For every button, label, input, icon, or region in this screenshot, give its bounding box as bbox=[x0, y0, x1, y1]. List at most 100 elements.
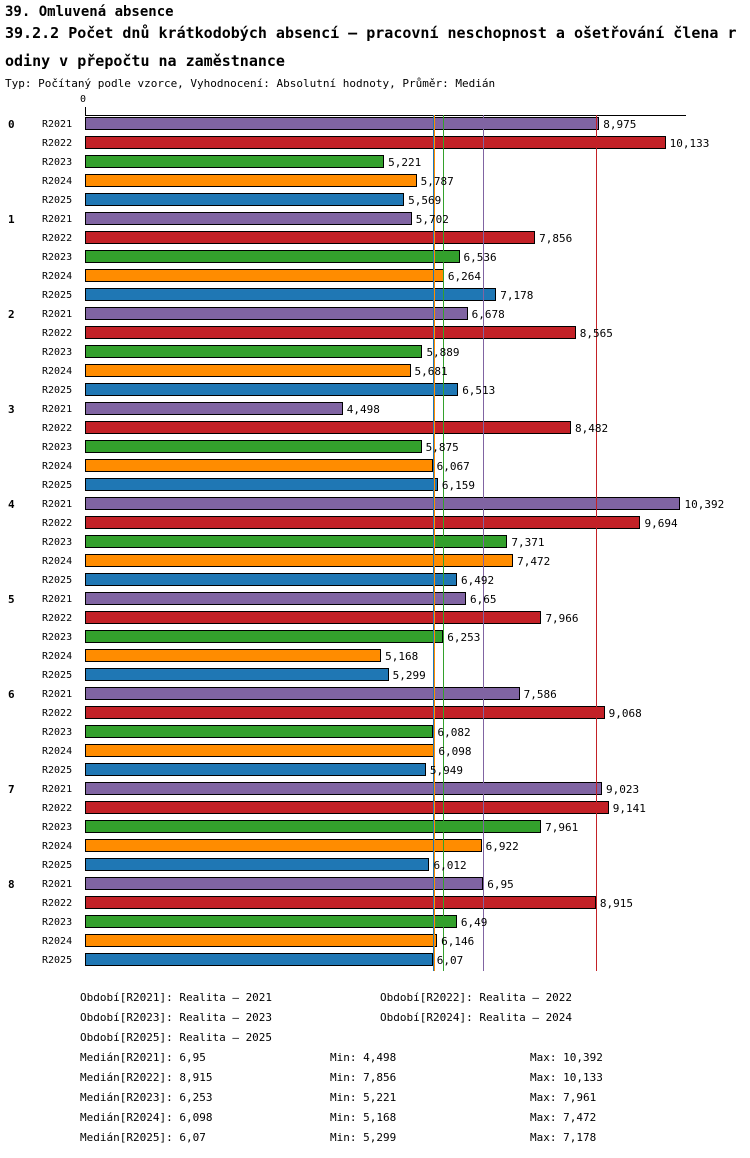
stat-median-r2022: Medián[R2022]: 8,915 bbox=[80, 1071, 213, 1084]
legend-item-r2021: Období[R2021]: Realita – 2021 bbox=[80, 991, 273, 1004]
bar-row: R2023 7,371 bbox=[0, 533, 750, 552]
bar-r2021-group-7 bbox=[85, 782, 603, 795]
series-label: R2023 bbox=[42, 537, 73, 548]
value-label: 10,133 bbox=[669, 137, 710, 150]
bar-r2025-group-6 bbox=[85, 763, 426, 776]
series-label: R2023 bbox=[42, 632, 73, 643]
series-label: R2025 bbox=[42, 765, 73, 776]
bar-row: R2025 5,949 bbox=[0, 761, 750, 780]
bar-r2022-group-2 bbox=[85, 326, 576, 339]
bar-row: R2025 6,513 bbox=[0, 381, 750, 400]
series-label: R2021 bbox=[42, 594, 73, 605]
bar-row: R2022 7,856 bbox=[0, 229, 750, 248]
bar-row: R2024 6,098 bbox=[0, 742, 750, 761]
value-label: 6,07 bbox=[436, 954, 464, 967]
bar-r2023-group-2 bbox=[85, 345, 423, 358]
group-label: 0 bbox=[8, 118, 15, 131]
bar-row: 2 R2021 6,678 bbox=[0, 305, 750, 324]
group-label: 7 bbox=[8, 783, 15, 796]
series-label: R2024 bbox=[42, 841, 73, 852]
series-label: R2025 bbox=[42, 290, 73, 301]
bar-row: R2022 9,141 bbox=[0, 799, 750, 818]
value-label: 5,221 bbox=[388, 156, 422, 169]
value-label: 8,975 bbox=[603, 118, 637, 131]
bar-row: R2023 6,253 bbox=[0, 628, 750, 647]
bar-r2022-group-8 bbox=[85, 896, 596, 909]
bar-r2022-group-5 bbox=[85, 611, 542, 624]
stat-min-r2023: Min: 5,221 bbox=[330, 1091, 397, 1104]
series-label: R2025 bbox=[42, 955, 73, 966]
group-label: 6 bbox=[8, 688, 15, 701]
series-label: R2023 bbox=[42, 442, 73, 453]
stat-max-r2022: Max: 10,133 bbox=[530, 1071, 603, 1084]
series-label: R2025 bbox=[42, 385, 73, 396]
series-label: R2025 bbox=[42, 670, 73, 681]
group-label: 3 bbox=[8, 403, 15, 416]
bar-row: R2023 6,082 bbox=[0, 723, 750, 742]
value-label: 6,253 bbox=[447, 631, 481, 644]
series-label: R2023 bbox=[42, 917, 73, 928]
series-label: R2021 bbox=[42, 214, 73, 225]
value-label: 7,856 bbox=[539, 232, 573, 245]
bar-row: R2023 6,536 bbox=[0, 248, 750, 267]
bar-r2023-group-1 bbox=[85, 250, 460, 263]
value-label: 5,889 bbox=[426, 346, 460, 359]
bar-row: R2022 10,133 bbox=[0, 134, 750, 153]
series-label: R2022 bbox=[42, 898, 73, 909]
value-label: 6,65 bbox=[470, 593, 497, 606]
series-label: R2024 bbox=[42, 461, 73, 472]
bar-r2023-group-6 bbox=[85, 725, 434, 738]
series-label: R2022 bbox=[42, 803, 73, 814]
bar-row: R2024 5,168 bbox=[0, 647, 750, 666]
bar-r2024-group-1 bbox=[85, 269, 444, 282]
chart-meta: Typ: Počítaný podle vzorce, Vyhodnocení:… bbox=[5, 77, 496, 90]
bar-r2022-group-3 bbox=[85, 421, 572, 434]
bar-row: R2024 6,264 bbox=[0, 267, 750, 286]
value-label: 6,159 bbox=[441, 479, 476, 492]
bar-row: 8 R2021 6,95 bbox=[0, 875, 750, 894]
stat-min-r2024: Min: 5,168 bbox=[330, 1111, 397, 1124]
bar-row: R2023 5,889 bbox=[0, 343, 750, 362]
value-label: 10,392 bbox=[684, 498, 725, 511]
bar-row: R2022 9,694 bbox=[0, 514, 750, 533]
series-label: R2021 bbox=[42, 404, 73, 415]
group-label: 1 bbox=[8, 213, 15, 226]
value-label: 4,498 bbox=[346, 403, 380, 416]
bar-r2025-group-1 bbox=[85, 288, 497, 301]
value-label: 5,702 bbox=[415, 213, 449, 226]
series-label: R2022 bbox=[42, 708, 73, 719]
bar-row: R2024 5,787 bbox=[0, 172, 750, 191]
series-label: R2024 bbox=[42, 176, 73, 187]
bar-row: R2024 6,146 bbox=[0, 932, 750, 951]
series-label: R2022 bbox=[42, 613, 73, 624]
value-label: 9,068 bbox=[608, 707, 642, 720]
series-label: R2024 bbox=[42, 746, 73, 757]
value-label: 7,371 bbox=[511, 536, 545, 549]
value-label: 5,787 bbox=[420, 175, 454, 188]
series-label: R2021 bbox=[42, 309, 73, 320]
chart-title: 39. Omluvená absence bbox=[5, 4, 174, 20]
bar-r2025-group-4 bbox=[85, 573, 457, 586]
bar-r2021-group-8 bbox=[85, 877, 484, 890]
series-label: R2024 bbox=[42, 651, 73, 662]
bar-r2025-group-3 bbox=[85, 478, 438, 491]
value-label: 6,146 bbox=[441, 935, 475, 948]
stat-median-r2021: Medián[R2021]: 6,95 bbox=[80, 1051, 206, 1064]
stat-max-r2023: Max: 7,961 bbox=[530, 1091, 597, 1104]
value-label: 6,067 bbox=[436, 460, 470, 473]
series-label: R2023 bbox=[42, 822, 73, 833]
median-line-r2025 bbox=[432, 115, 434, 971]
bar-r2024-group-0 bbox=[85, 174, 417, 187]
bar-r2022-group-4 bbox=[85, 516, 641, 529]
bar-row: R2024 5,681 bbox=[0, 362, 750, 381]
stat-min-r2025: Min: 5,299 bbox=[330, 1131, 397, 1144]
series-label: R2025 bbox=[42, 860, 73, 871]
value-label: 6,082 bbox=[437, 726, 471, 739]
value-label: 7,966 bbox=[545, 612, 579, 625]
bar-row: R2025 6,492 bbox=[0, 571, 750, 590]
bar-r2025-group-7 bbox=[85, 858, 430, 871]
bar-r2025-group-8 bbox=[85, 953, 433, 966]
group-label: 5 bbox=[8, 593, 15, 606]
value-label: 7,586 bbox=[523, 688, 557, 701]
value-label: 5,168 bbox=[385, 650, 419, 663]
